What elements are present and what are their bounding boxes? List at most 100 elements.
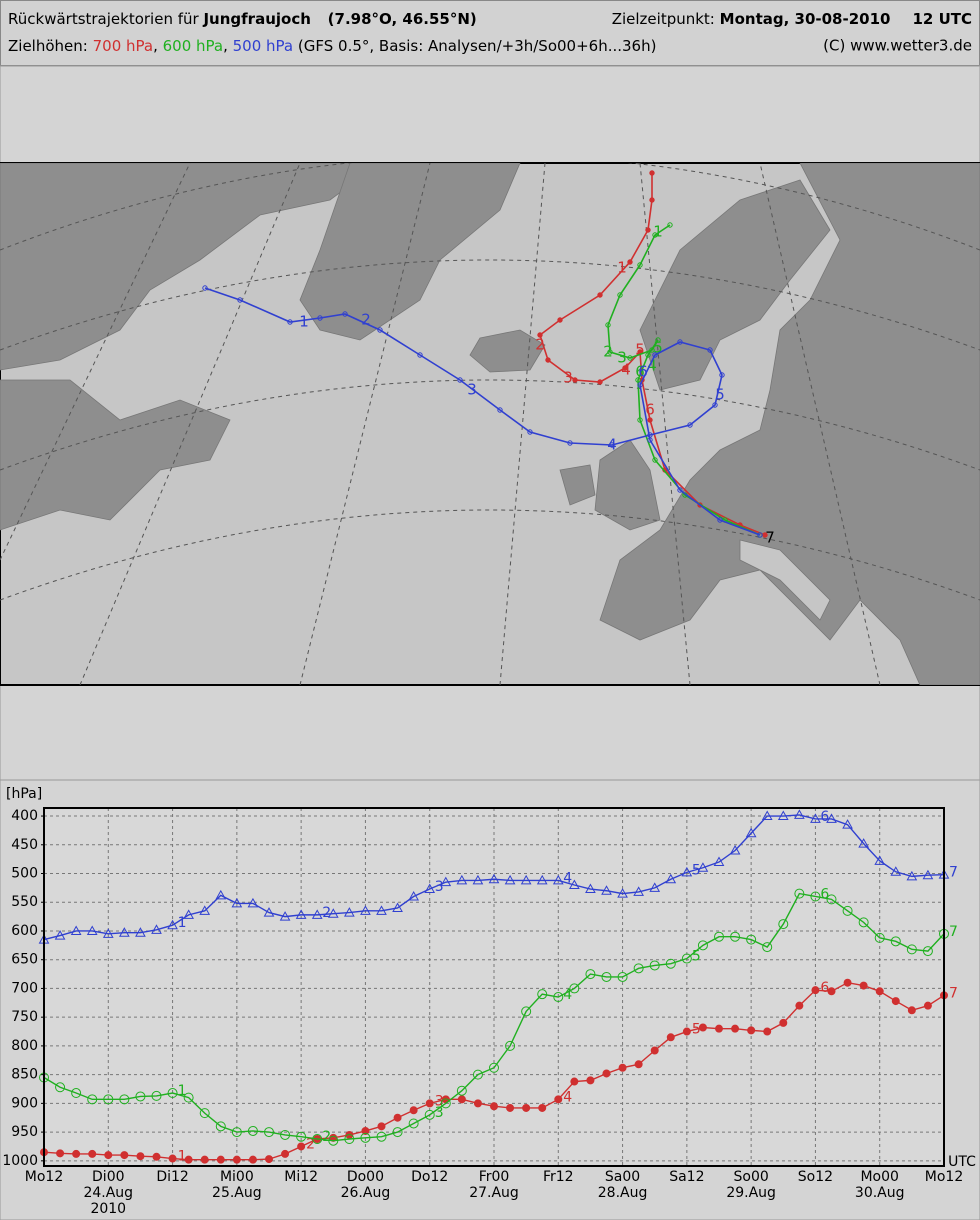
marker <box>392 1127 403 1138</box>
marker <box>731 1024 740 1033</box>
land <box>599 163 980 685</box>
trajectory-marker <box>627 355 633 361</box>
trajectory-marker <box>545 357 551 363</box>
marker <box>682 1027 691 1036</box>
point-label: 7 <box>949 985 958 1001</box>
header-prefix: Rückwärtstrajektorien für <box>8 10 200 28</box>
marker <box>586 1076 595 1085</box>
trajectory-label: 1 <box>653 223 663 241</box>
marker <box>295 909 307 919</box>
point-label: 2 <box>322 905 331 921</box>
marker <box>554 1095 563 1104</box>
y-tick-label: 500 <box>11 866 38 882</box>
trajectory-label: 3 <box>617 349 627 367</box>
marker <box>922 946 933 957</box>
marker <box>827 987 836 996</box>
x-date-label: 27.Aug <box>469 1185 519 1201</box>
sea <box>739 539 831 621</box>
trajectory-marker <box>572 377 578 383</box>
trajectory-marker <box>647 417 653 423</box>
marker <box>874 855 886 865</box>
y-tick-label: 750 <box>11 1009 38 1025</box>
x-year-label: 2010 <box>90 1201 126 1217</box>
marker <box>102 928 114 938</box>
marker <box>907 1006 916 1015</box>
marker <box>281 1149 290 1158</box>
trajectory-marker <box>417 352 423 358</box>
plot-frame <box>43 807 945 1167</box>
x-tick-label: So12 <box>798 1169 833 1185</box>
marker <box>906 870 918 881</box>
y-tick-label: 900 <box>11 1095 38 1111</box>
trajectory-marker <box>652 232 658 238</box>
marker <box>714 931 724 942</box>
y-tick-label: 650 <box>11 952 38 968</box>
point-label: 5 <box>692 1022 701 1038</box>
marker <box>585 883 596 894</box>
marker <box>376 905 387 915</box>
marker <box>505 1040 516 1051</box>
trajectory-marker <box>667 222 673 228</box>
trajectory-marker <box>645 227 651 233</box>
marker <box>264 1127 274 1138</box>
marker <box>104 1151 113 1160</box>
marker <box>618 1063 627 1072</box>
marker <box>54 930 66 940</box>
trajectory-marker <box>617 292 623 298</box>
marker <box>794 888 805 899</box>
graticule-line <box>0 163 191 561</box>
trajectory-marker <box>497 407 503 413</box>
x-tick-label: Sa12 <box>669 1169 704 1185</box>
x-tick-label: Di12 <box>156 1169 188 1185</box>
marker <box>585 969 596 980</box>
marker <box>794 809 805 819</box>
marker <box>923 1001 932 1010</box>
marker <box>874 932 885 943</box>
trajectory-marker <box>635 377 641 383</box>
marker <box>440 876 452 887</box>
trajectory-marker <box>627 259 633 265</box>
marker <box>666 1033 675 1042</box>
marker <box>377 1122 386 1131</box>
point-label: 2 <box>322 1129 331 1145</box>
trajectory-marker <box>707 347 713 353</box>
point-label: 5 <box>692 949 701 965</box>
marker <box>569 879 580 890</box>
target-time: 12 UTC <box>912 10 972 28</box>
marker <box>858 917 869 928</box>
point-label: 1 <box>178 1083 187 1099</box>
marker <box>215 889 227 900</box>
y-tick-label: 600 <box>11 923 38 939</box>
trajectory-label: 2 <box>535 336 545 354</box>
point-label: 2 <box>306 1136 315 1152</box>
marker <box>504 874 516 885</box>
marker <box>553 992 564 1003</box>
marker <box>538 1103 547 1112</box>
marker <box>87 1094 98 1105</box>
trajectory-marker <box>719 372 725 378</box>
marker <box>698 1023 707 1032</box>
trajectory-marker <box>537 332 543 338</box>
marker <box>489 1062 499 1073</box>
marker <box>151 1090 162 1101</box>
header-line1: Rückwärtstrajektorien für Jungfraujoch (… <box>8 10 477 28</box>
marker <box>120 1151 129 1160</box>
trajectory-label: 3 <box>467 381 477 399</box>
marker <box>327 908 339 918</box>
marker <box>649 960 660 971</box>
trajectory-marker <box>377 327 383 333</box>
y-tick-label: 950 <box>11 1124 38 1140</box>
y-tick-label: 850 <box>11 1067 38 1083</box>
trajectory-marker <box>762 532 768 538</box>
marker <box>795 1001 804 1010</box>
marker <box>263 907 275 917</box>
marker <box>890 866 902 876</box>
trajectory-marker <box>597 292 603 298</box>
coords: (7.98°O, 46.55°N) <box>328 10 477 28</box>
marker <box>135 1091 146 1102</box>
point-label: 3 <box>435 1093 444 1109</box>
x-tick-label: Di00 <box>92 1169 124 1185</box>
marker <box>697 940 708 951</box>
graticule-line <box>0 509 980 601</box>
